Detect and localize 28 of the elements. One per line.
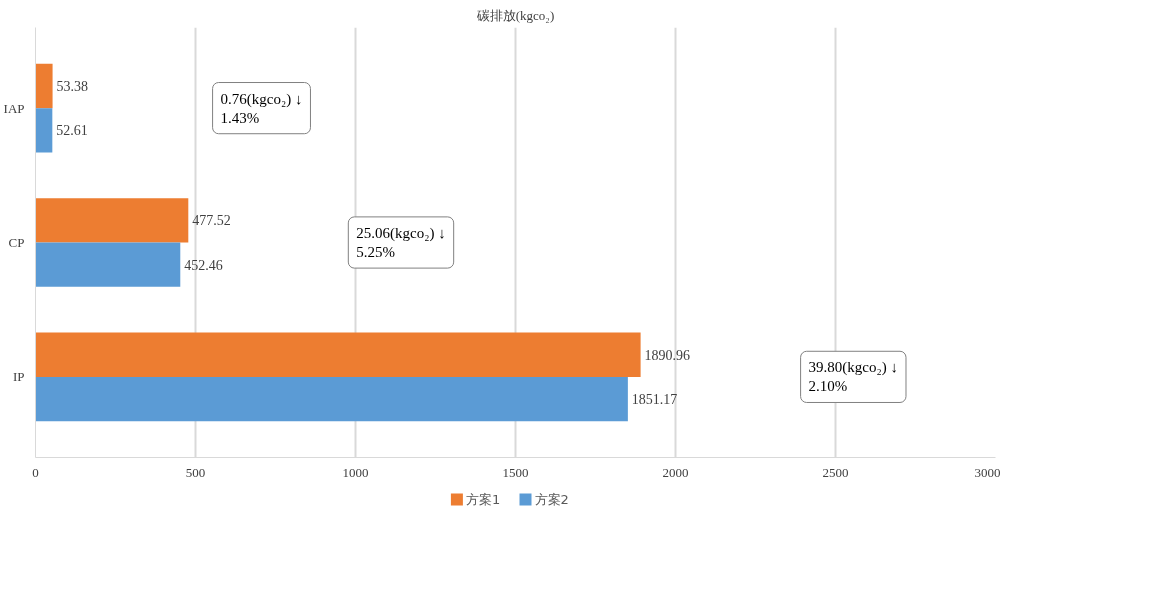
y-tick-label: IP: [12, 369, 25, 385]
legend-label: 方案2: [534, 492, 569, 507]
x-tick-label: 1500: [502, 464, 529, 480]
bar: [35, 198, 189, 243]
x-tick-label: 3000: [974, 464, 1001, 480]
data-label: 1890.96: [644, 347, 691, 363]
bar: [35, 376, 628, 422]
bar: [35, 332, 641, 377]
bar: [35, 242, 181, 287]
data-label: 477.52: [192, 213, 231, 229]
annotation: 25.06(kgco₂) ↓ 5.25%: [356, 224, 446, 261]
annotation: 39.80(kgco₂) ↓ 2.10%: [808, 359, 898, 395]
x-tick-label: 2000: [662, 464, 689, 480]
annotation: 0.76(kgco₂) ↓ 1.43%: [220, 90, 303, 126]
legend-label: 方案1: [465, 492, 501, 507]
data-label: 52.61: [56, 123, 88, 139]
x-tick-label: 0: [32, 464, 39, 480]
y-tick-label: CP: [8, 235, 25, 250]
chart-title: 碳排放(kgco₂): [475, 7, 555, 23]
bar: [35, 63, 53, 109]
data-label: 53.38: [56, 78, 89, 94]
y-tick-label: IAP: [3, 100, 25, 116]
x-tick-label: 500: [185, 464, 206, 480]
bar: [35, 108, 53, 153]
x-tick-label: 1000: [342, 464, 369, 480]
data-label: 452.46: [184, 257, 223, 273]
x-tick-label: 2500: [822, 464, 849, 480]
data-label: 1851.17: [631, 392, 678, 408]
